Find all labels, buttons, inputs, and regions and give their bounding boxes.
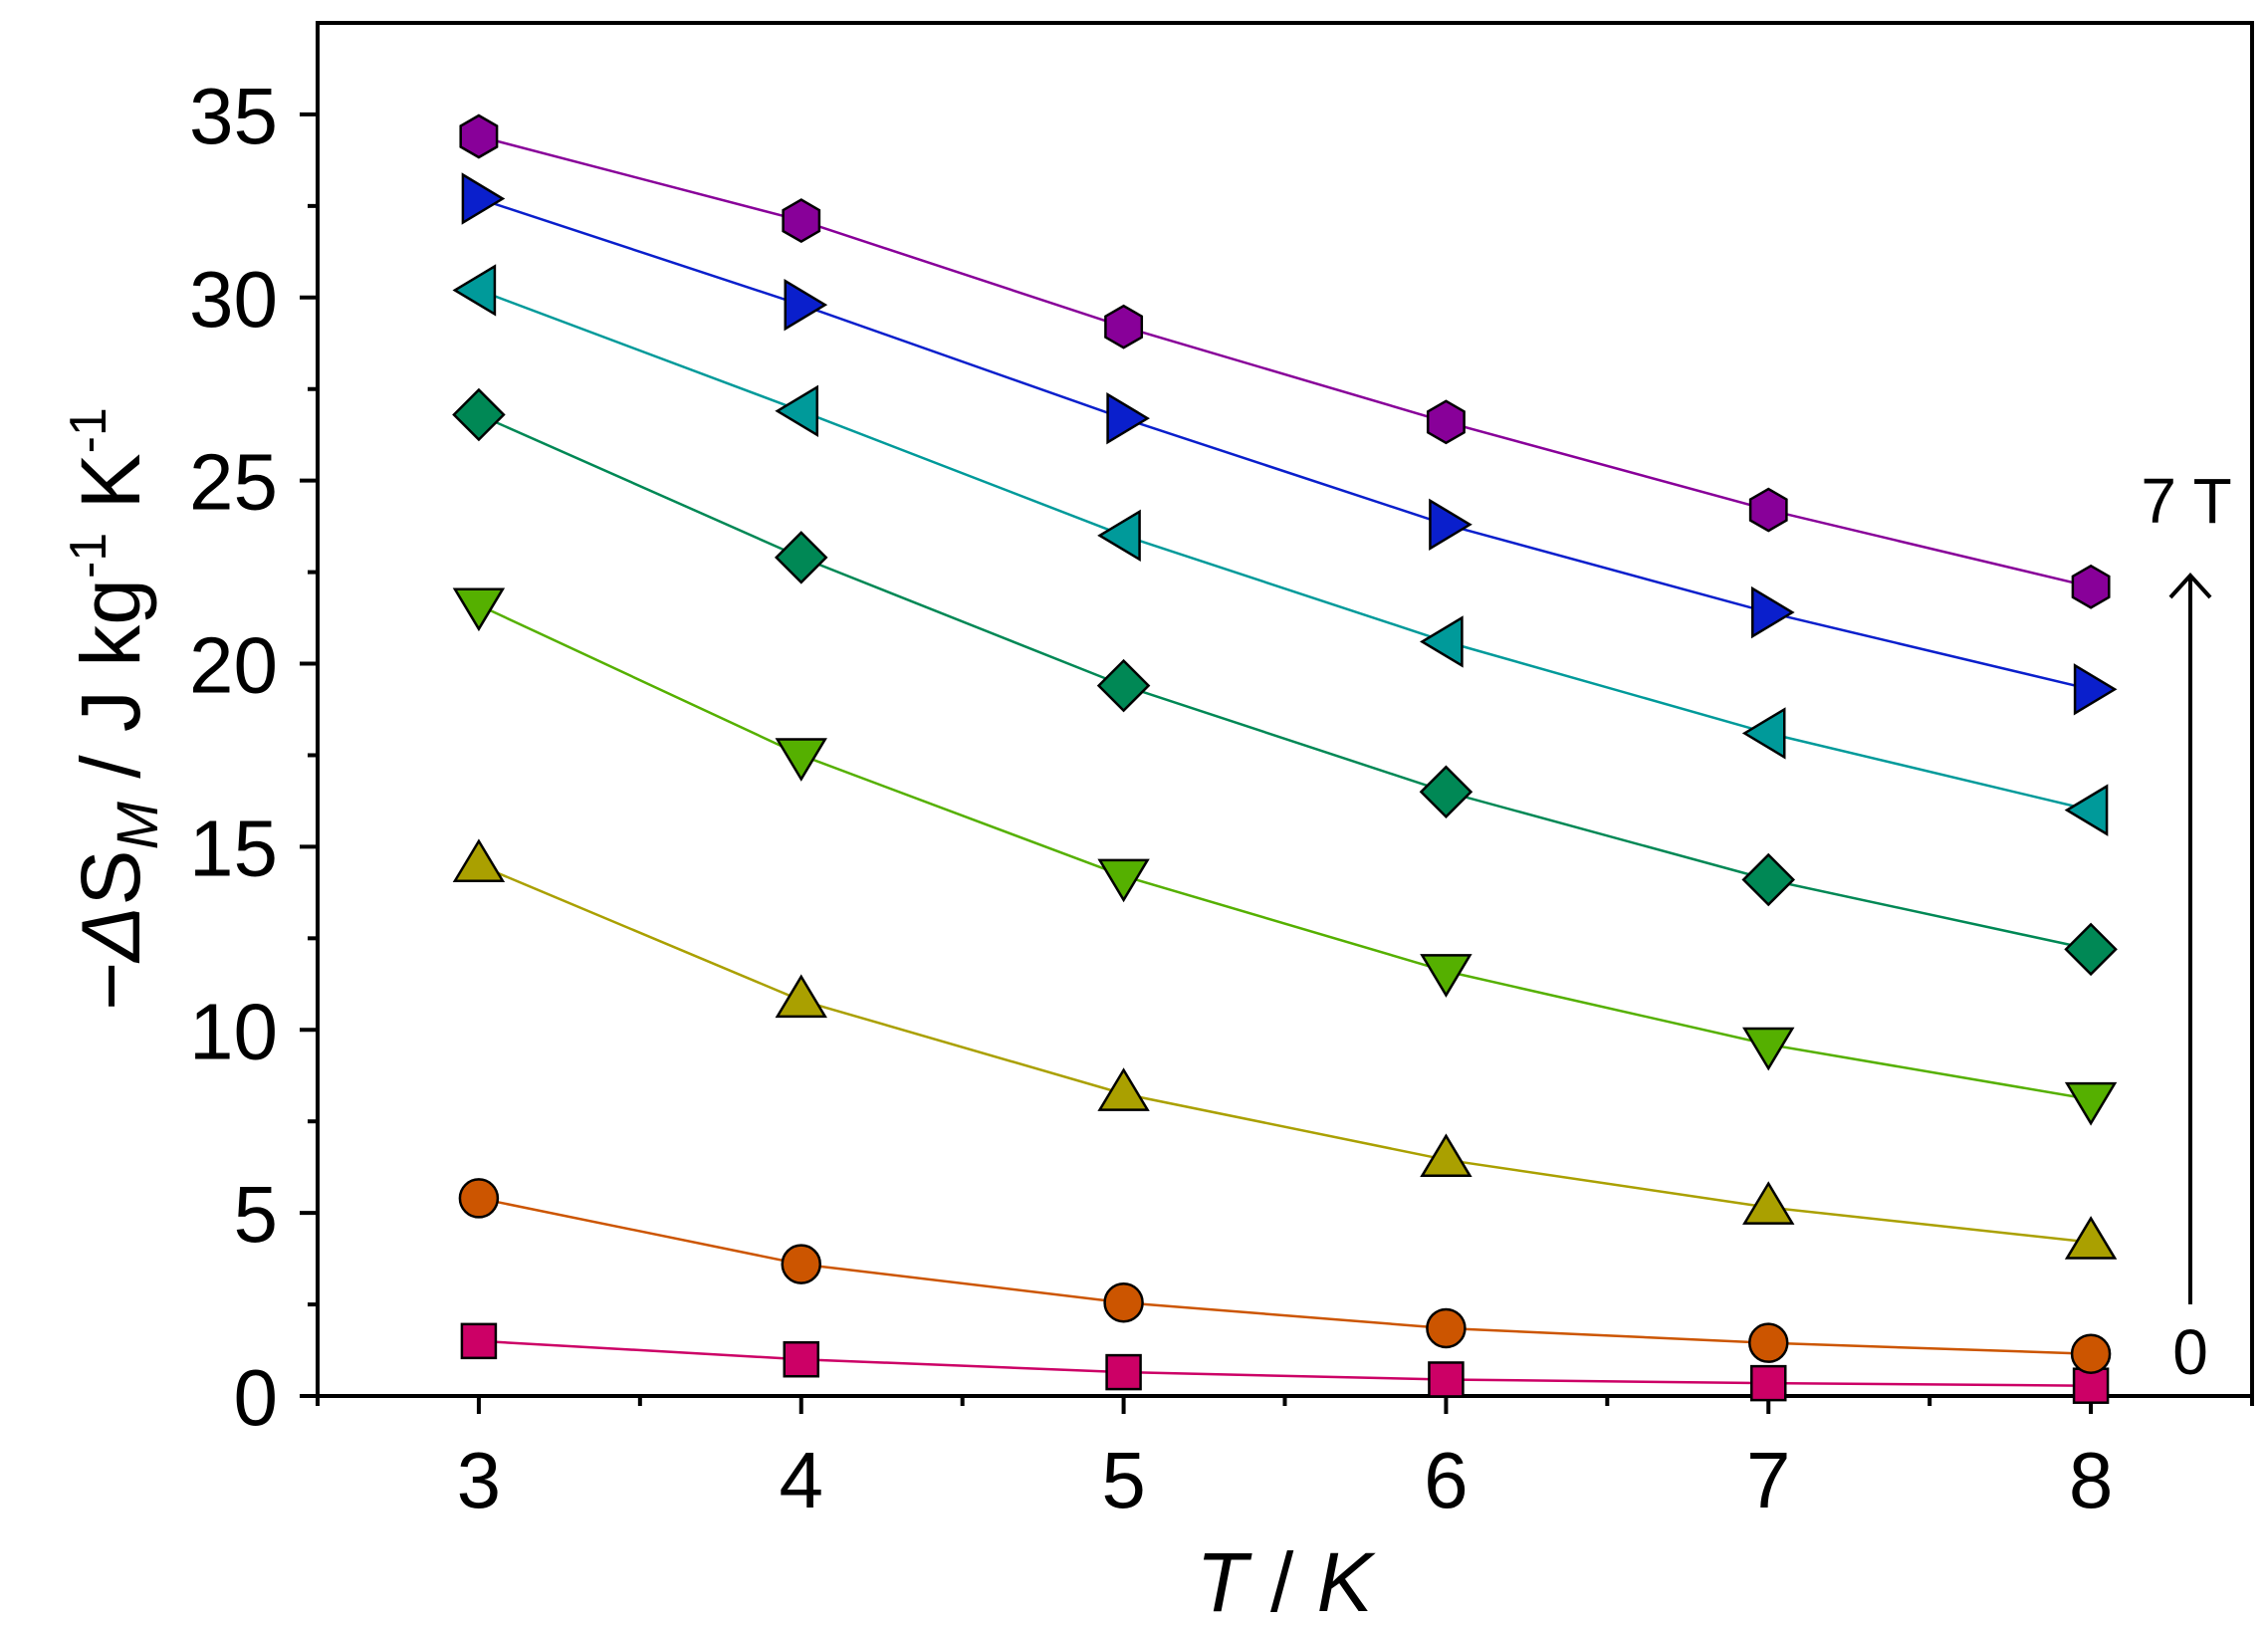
y-axis-title: −ΔSM / J kg-1 K-1: [60, 407, 170, 1011]
field-arrow-head: [2168, 573, 2212, 599]
data-point: [1420, 954, 1473, 998]
data-point: [2064, 922, 2118, 977]
data-point: [775, 974, 827, 1019]
data-point: [775, 738, 827, 782]
y-tick-label: 10: [189, 987, 278, 1075]
data-point: [1741, 852, 1796, 907]
data-point: [1741, 707, 1786, 760]
series-line: [478, 1339, 2092, 1387]
data-point: [458, 1178, 500, 1219]
data-point: [1429, 498, 1473, 552]
data-point: [783, 1340, 819, 1378]
data-point: [2072, 1367, 2110, 1404]
data-point: [2064, 1216, 2118, 1260]
data-point: [1097, 1067, 1150, 1111]
data-point: [2070, 1333, 2112, 1374]
plot-frame: [316, 21, 2254, 1398]
series-line: [478, 413, 2092, 951]
data-point: [781, 1244, 821, 1284]
data-point: [1748, 487, 1788, 533]
data-point: [1426, 1307, 1467, 1349]
x-tick-label: 6: [1424, 1436, 1469, 1524]
data-point: [1428, 1361, 1465, 1398]
series-5T: [452, 264, 2109, 836]
data-point: [461, 172, 506, 225]
data-point: [452, 587, 506, 632]
x-axis: 3 4 5 6 7 8: [316, 1396, 2254, 1524]
y-tick-label: 20: [189, 621, 278, 710]
data-point: [1419, 765, 1474, 819]
data-point: [1096, 658, 1151, 713]
data-point: [1742, 1181, 1795, 1225]
series-line: [478, 197, 2092, 691]
series-1T: [458, 1178, 2112, 1374]
data-point: [1097, 509, 1141, 563]
data-point: [2071, 564, 2111, 609]
series-line: [478, 1197, 2092, 1355]
data-point: [1419, 615, 1464, 668]
y-tick-label: 5: [234, 1170, 279, 1259]
data-point: [782, 198, 821, 244]
arrow-top-label: 7 T: [2141, 465, 2231, 537]
data-point: [452, 387, 506, 442]
data-point: [2064, 1081, 2118, 1126]
data-point: [1426, 399, 1466, 445]
y-tick-label: 25: [189, 438, 278, 527]
series-3T: [452, 587, 2118, 1126]
y-tick-label: 15: [189, 804, 278, 892]
series-0T: [460, 1322, 2110, 1404]
series-line: [478, 289, 2092, 812]
series-4T: [452, 387, 2118, 977]
data-point: [1105, 1353, 1142, 1391]
data-point: [1106, 391, 1151, 445]
data-point: [1748, 1322, 1789, 1363]
y-tick-label: 35: [189, 72, 278, 160]
data-point: [2064, 784, 2109, 836]
series-line: [478, 863, 2092, 1244]
x-axis-title: T / K: [1196, 1535, 1376, 1626]
data-point: [1420, 1133, 1473, 1178]
x-tick-label: 4: [780, 1436, 824, 1524]
data-point: [774, 531, 828, 584]
y-tick-label: 0: [234, 1353, 279, 1442]
data-point: [459, 114, 499, 159]
field-arrow: 7 T 0: [2141, 465, 2231, 1388]
series-6T: [461, 172, 2118, 716]
data-point: [460, 1322, 498, 1360]
series-2T: [452, 838, 2118, 1260]
data-point: [2073, 663, 2118, 716]
x-tick-label: 8: [2069, 1436, 2114, 1524]
x-tick-label: 3: [457, 1436, 502, 1524]
series-7T: [459, 114, 2111, 609]
data-point: [1104, 304, 1144, 349]
data-point: [775, 384, 818, 438]
data-point: [1097, 858, 1150, 903]
x-tick-label: 5: [1101, 1436, 1146, 1524]
data-point: [1742, 1027, 1795, 1071]
data-point: [1751, 585, 1795, 639]
data-point: [452, 264, 497, 317]
y-axis: 0 5 10 15 20 25 30 35: [189, 72, 318, 1442]
series-layer: [452, 114, 2118, 1404]
data-point: [1750, 1364, 1787, 1402]
series-line: [478, 603, 2092, 1101]
arrow-bottom-label: 0: [2172, 1316, 2208, 1388]
series-line: [478, 134, 2092, 588]
data-point: [784, 278, 828, 332]
data-point: [452, 838, 506, 883]
x-tick-label: 7: [1746, 1436, 1791, 1524]
data-point: [1103, 1281, 1144, 1323]
y-tick-label: 30: [189, 255, 278, 344]
